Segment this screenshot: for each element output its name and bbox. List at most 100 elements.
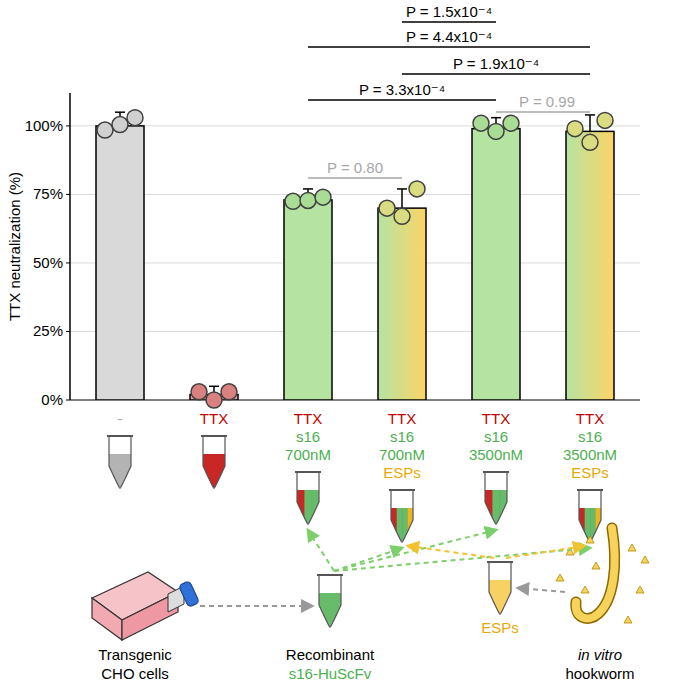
category-label: TTX [294,410,322,427]
flask [92,572,200,640]
y-axis-title: TTX neutralization (%) [6,172,23,321]
tube-outline [319,575,341,627]
error-cap [303,188,313,190]
schematic-label: hookworm [565,665,634,682]
error-cap [397,188,407,190]
arrow [308,530,334,571]
secreted-product [624,616,632,623]
tube-rim [201,435,227,437]
arrow [408,546,494,558]
data-point [191,384,207,400]
schematic-label: ESPs [481,619,519,636]
arrow [506,546,584,558]
tick-label: 100% [25,117,63,134]
data-point [127,110,143,126]
secreted-product [556,574,564,581]
data-point [473,115,489,131]
arrow [200,605,312,607]
tube-rim [317,574,343,576]
tube-outline [391,490,413,542]
data-point [221,384,237,400]
tick-label: 75% [33,185,63,202]
tick-label: 50% [33,254,63,271]
secreted-product [586,536,594,543]
tube-rim [107,435,133,437]
data-point [315,189,331,205]
category-label: ESPs [571,464,609,481]
p-value: P = 3.3x10⁻⁴ [359,81,445,98]
figure: 0%25%50%75%100%TTX neutralization (%)P =… [0,0,685,696]
category-label: ESPs [383,464,421,481]
category-label: 3500nM [469,446,523,463]
tube-rim [487,561,513,563]
grid-line [70,194,640,195]
error-bar [397,189,407,208]
error-cap [491,117,501,119]
data-point [206,392,222,408]
liquid [579,508,585,548]
x-axis [70,400,640,401]
data-point [97,122,113,138]
significance-line [496,111,590,113]
tube-rim [295,471,321,473]
category-label: TTX [200,410,228,427]
data-point [503,115,519,131]
grid-line [70,125,640,126]
secreted-product [641,556,649,563]
p-value: P = 1.9x10⁻⁴ [453,55,539,72]
secreted-product [592,562,600,569]
significance-line [308,46,590,48]
liquid [391,508,397,548]
significance-line [402,73,590,75]
schematic-label: in vitro [578,646,622,663]
error-cap [585,114,595,116]
bar [566,131,614,400]
tube [201,436,227,494]
grid-line [70,331,640,332]
tube-outline [297,472,319,524]
error-bar [585,115,595,131]
tube-rim [389,489,415,491]
data-point [567,121,583,137]
tube-outline [485,472,507,524]
grid-line [70,262,640,263]
error-cap [115,111,125,113]
p-value: P = 4.4x10⁻⁴ [406,28,492,45]
error-line [589,115,591,131]
category-label: 700nM [379,446,425,463]
tube-outline [203,436,225,488]
bar [284,200,332,400]
tube-outline [109,436,131,488]
category-label: s16 [578,428,602,445]
category-label: TTX [388,410,416,427]
bar [472,129,520,400]
significance-line [402,21,496,23]
bar [378,208,426,400]
category-label: s16 [296,428,320,445]
significance-line [308,177,402,179]
category-label: 700nM [285,446,331,463]
schematic-label: Recombinant [286,646,375,663]
data-point [597,112,613,128]
worm-body [576,528,615,618]
secreted-product [628,544,636,551]
tube [317,575,343,633]
category-label: TTX [576,410,604,427]
p-value: P = 0.80 [327,159,383,176]
tube [487,562,513,620]
tube-outline [579,490,601,542]
tube [389,490,415,548]
data-point [379,200,395,216]
tick-label: 25% [33,322,63,339]
flask-cap [178,581,199,608]
data-point [112,117,128,133]
bar [96,126,144,400]
points [97,110,613,408]
tube [577,490,603,548]
worm-outline [576,528,615,618]
schematic-label: CHO cells [101,665,169,682]
arrow [334,530,496,571]
tube [107,436,133,494]
data-point [409,181,425,197]
category-label: s16 [390,428,414,445]
